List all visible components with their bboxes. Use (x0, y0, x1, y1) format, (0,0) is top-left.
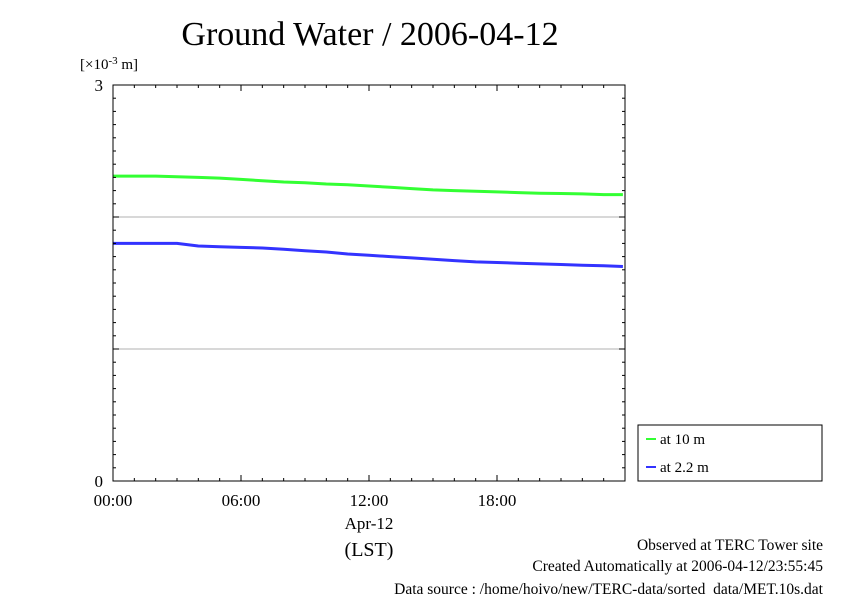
plot-frame (112, 84, 626, 482)
legend: at 10 m at 2.2 m (637, 424, 823, 482)
footer-source: Data source : /home/hoivo/new/TERC-data/… (394, 581, 824, 595)
series-line-1 (113, 174, 623, 197)
y-axis-unit-label: [×10-3 m] (80, 55, 138, 73)
footer-created: Created Automatically at 2006-04-12/23:5… (532, 558, 823, 575)
x-tick-label: 00:00 (94, 491, 133, 510)
x-tick-label: 06:00 (222, 491, 261, 510)
x-tick-label: 18:00 (478, 491, 517, 510)
legend-box (637, 424, 823, 482)
y-unit-exponent: -3 (108, 55, 118, 67)
y-tick-label: 3 (95, 76, 104, 95)
legend-items: at 10 m at 2.2 m (646, 432, 709, 476)
y-unit-suffix: m] (118, 57, 138, 73)
y-unit-prefix: [×10 (80, 57, 108, 73)
grid-layer (113, 216, 625, 350)
legend-label-2: at 2.2 m (660, 460, 709, 476)
legend-label-1: at 10 m (660, 432, 705, 448)
x-tick-label: 12:00 (350, 491, 389, 510)
chart-title: Ground Water / 2006-04-12 (181, 16, 558, 53)
y-tick-label: 0 (95, 472, 104, 491)
x-date-label: Apr-12 (345, 514, 394, 533)
footer-site: Observed at TERC Tower site (637, 537, 823, 554)
series-layer (113, 174, 623, 268)
tick-layer: 0 3 00:00 06:00 12:00 18:00 (94, 76, 626, 510)
x-timezone-label: (LST) (345, 539, 394, 561)
series-line-2 (113, 241, 623, 268)
